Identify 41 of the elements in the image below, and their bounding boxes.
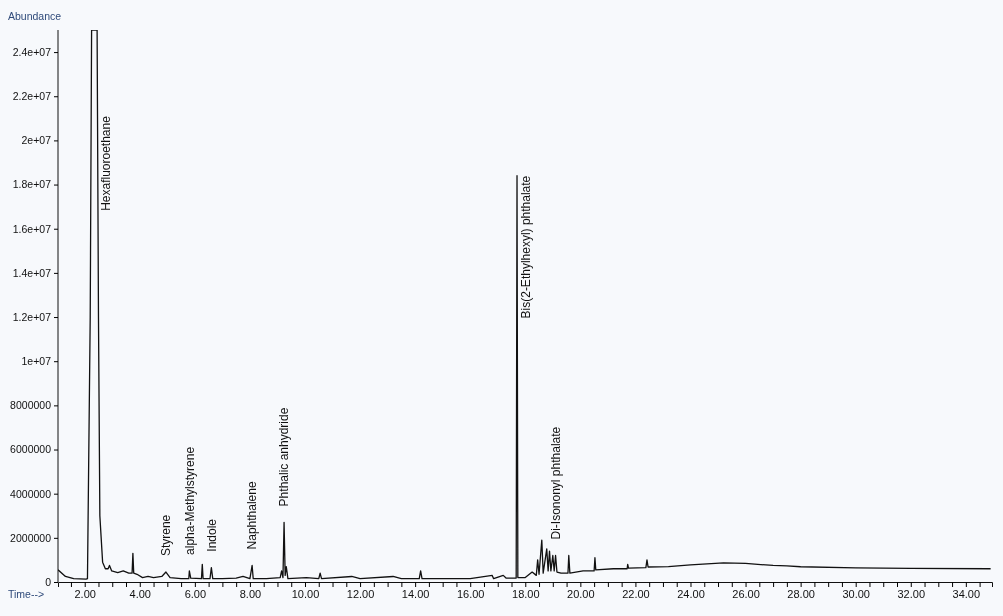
y-axis-title: Abundance xyxy=(8,10,62,22)
x-tick-label: 12.00 xyxy=(346,587,375,600)
y-tick-label: 2e+07 xyxy=(21,134,52,147)
annotation: Bis(2-Ethylhexyl) phthalate xyxy=(518,175,533,319)
x-tick-label: 10.00 xyxy=(291,587,320,600)
y-tick-label: 6000000 xyxy=(10,443,52,456)
x-tick-label: 32.00 xyxy=(897,587,926,600)
x-tick-label: 30.00 xyxy=(842,587,870,600)
x-tick-label: 2.00 xyxy=(74,587,96,600)
x-tick-label: 8.00 xyxy=(239,587,262,600)
y-tick-label: 1e+07 xyxy=(21,355,52,368)
y-tick-label: 2.4e+07 xyxy=(12,45,52,58)
annotation: alpha-Methylstyrene xyxy=(182,446,197,555)
annotation: Styrene xyxy=(159,514,174,557)
y-tick-label: 0 xyxy=(45,575,52,588)
x-tick-label: 34.00 xyxy=(952,587,981,600)
x-axis-title: Time--> xyxy=(8,588,45,600)
y-tick-label: 2.2e+07 xyxy=(12,90,52,103)
x-tick-label: 28.00 xyxy=(787,587,815,600)
annotation: Phthalic anhydride xyxy=(277,407,292,507)
x-tick-label: 24.00 xyxy=(677,587,705,600)
annotation: Indole xyxy=(204,518,219,552)
x-tick-label: 16.00 xyxy=(456,587,485,600)
annotation: Hexafluoroethane xyxy=(99,115,114,211)
x-tick-label: 6.00 xyxy=(184,587,207,600)
y-tick-label: 1.8e+07 xyxy=(12,178,52,191)
x-tick-label: 26.00 xyxy=(732,587,760,600)
y-tick-label: 1.6e+07 xyxy=(12,222,52,235)
y-tick-label: 2000000 xyxy=(10,531,52,544)
annotation: Naphthalene xyxy=(245,481,260,550)
x-tick-label: 18.00 xyxy=(512,587,540,600)
x-tick-label: 22.00 xyxy=(622,587,650,600)
y-tick-label: 4000000 xyxy=(10,487,52,500)
x-tick-label: 4.00 xyxy=(129,587,151,600)
x-tick-label: 14.00 xyxy=(401,587,430,600)
y-tick-label: 1.4e+07 xyxy=(12,266,52,279)
line-series xyxy=(58,30,992,580)
x-tick-label: 20.00 xyxy=(567,587,595,600)
y-tick-label: 8000000 xyxy=(10,399,52,412)
annotation: Di-Isononyl phthalate xyxy=(548,426,563,540)
y-tick-label: 1.2e+07 xyxy=(12,310,52,323)
